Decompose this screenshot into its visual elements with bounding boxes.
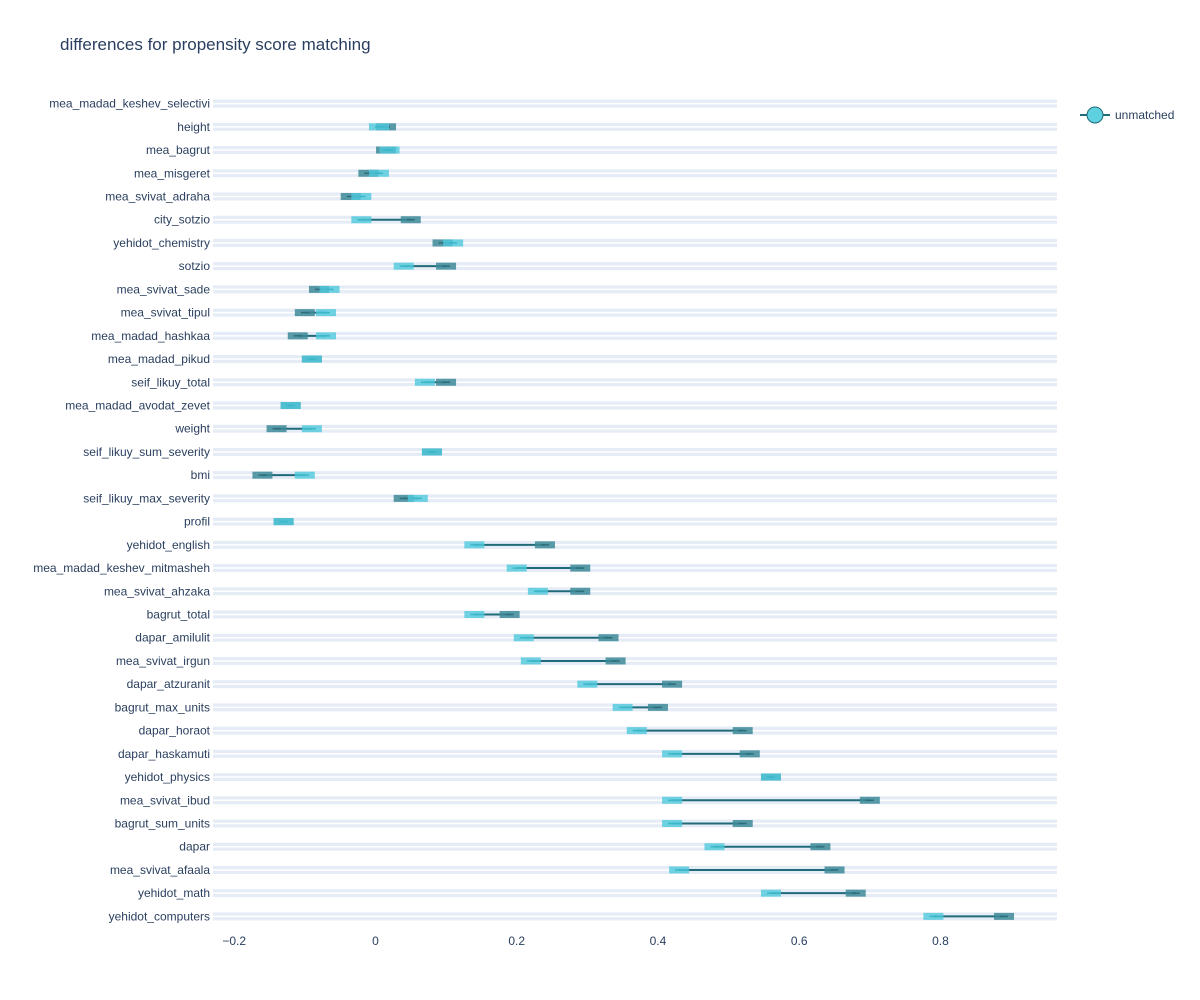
y-tick-label: mea_svivat_irgun [116, 654, 210, 668]
y-tick-label: seif_likuy_sum_severity [83, 445, 210, 459]
x-axis-tick-labels: −0.2 0 0.2 0.4 0.6 0.8 [222, 934, 949, 948]
legend-marker [1086, 106, 1104, 124]
y-tick-label: mea_madad_avodat_zevet [65, 399, 210, 413]
y-tick-label: mea_svivat_ahzaka [104, 584, 210, 598]
y-tick-label: mea_svivat_tipul [121, 306, 210, 320]
y-tick-label: yehidot_computers [109, 909, 210, 923]
y-tick-label: mea_svivat_afaala [110, 863, 210, 877]
row-bands [213, 99, 1057, 921]
x-tick-label: 0.8 [932, 934, 949, 948]
y-tick-label: dapar_atzuranit [127, 677, 211, 691]
y-tick-label: yehidot_english [127, 538, 210, 552]
legend[interactable]: unmatched [1080, 106, 1174, 124]
y-tick-label: seif_likuy_total [131, 375, 210, 389]
y-tick-label: mea_madad_hashkaa [91, 329, 210, 343]
y-tick-label: dapar_haskamuti [118, 747, 210, 761]
y-tick-label: dapar_horaot [139, 724, 211, 738]
x-tick-label: 0 [372, 934, 379, 948]
y-tick-label: yehidot_chemistry [113, 236, 210, 250]
y-tick-label: yehidot_physics [125, 770, 210, 784]
dumbbell-marks [252, 123, 1015, 920]
y-tick-label: bagrut_max_units [115, 700, 210, 714]
x-gridlines [233, 92, 941, 928]
y-tick-label: mea_madad_keshev_mitmasheh [33, 561, 210, 575]
x-tick-label: 0.2 [508, 934, 525, 948]
y-tick-label: profil [184, 515, 210, 529]
y-tick-label: weight [174, 422, 210, 436]
y-tick-label: sotzio [179, 259, 211, 273]
y-tick-label: bagrut_sum_units [115, 817, 210, 831]
x-tick-label: 0.6 [791, 934, 808, 948]
x-tick-label: 0.4 [650, 934, 667, 948]
y-tick-label: dapar_amilulit [135, 631, 210, 645]
y-tick-label: height [177, 120, 210, 134]
y-tick-label: yehidot_math [138, 886, 210, 900]
y-tick-label: mea_madad_keshev_selectivi [49, 97, 210, 111]
chart-title: differences for propensity score matchin… [60, 35, 371, 54]
x-tick-label: −0.2 [222, 934, 246, 948]
y-tick-label: dapar [179, 840, 210, 854]
y-tick-label: mea_bagrut [146, 143, 211, 157]
y-tick-label: mea_svivat_ibud [120, 793, 210, 807]
y-tick-label: mea_misgeret [134, 166, 211, 180]
y-tick-label: mea_madad_pikud [108, 352, 210, 366]
y-tick-label: bmi [191, 468, 210, 482]
y-tick-label: city_sotzio [154, 213, 210, 227]
y-tick-label: mea_svivat_sade [117, 282, 211, 296]
y-tick-label: seif_likuy_max_severity [83, 491, 210, 505]
y-tick-label: bagrut_total [147, 608, 210, 622]
legend-label-unmatched: unmatched [1115, 108, 1174, 122]
y-tick-label: mea_svivat_adraha [105, 190, 210, 204]
